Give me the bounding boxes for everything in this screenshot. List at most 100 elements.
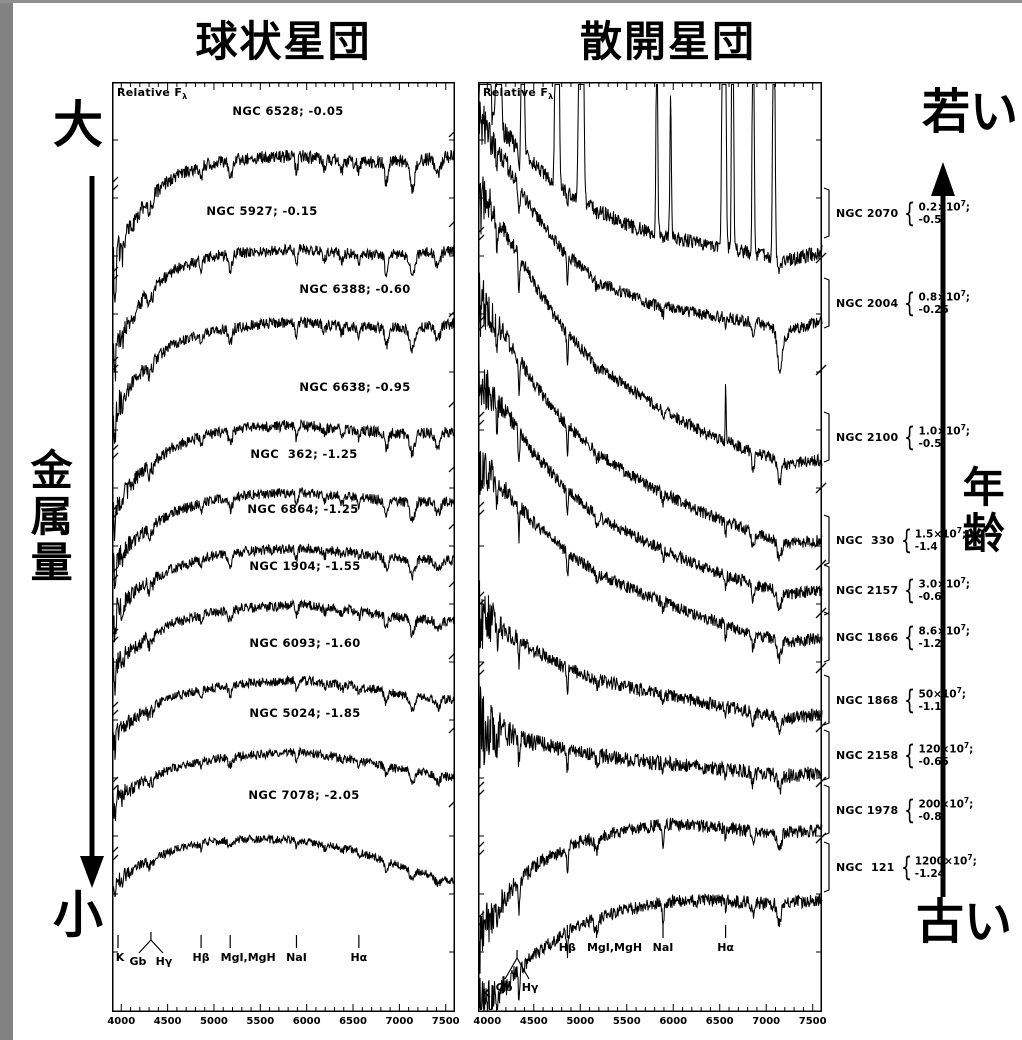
spectrum-curve-ngc-5024	[112, 746, 455, 821]
metallicity-axis-label: 金属量	[24, 448, 74, 586]
spectrum-label: NGC 6638; -0.95	[299, 380, 411, 394]
spectrum-curve-ngc-2157	[478, 346, 823, 611]
x-axis-tick-label: 4000	[107, 1016, 136, 1027]
spectra-plot	[478, 82, 830, 1012]
spectrum-curve-ngc-2004	[478, 88, 823, 374]
spectrum-label: NGC 6864; -1.25	[247, 502, 359, 516]
title-open-clusters: 散開星団	[579, 17, 756, 66]
x-axis-tick-label: 6000	[659, 1016, 688, 1027]
line-marker-label: Hβ	[192, 951, 210, 964]
x-axis-tick-label: 5500	[246, 1016, 275, 1027]
flux-axis-label: Relative Fλ	[483, 86, 554, 101]
spectrum-extent-bracket	[823, 411, 830, 463]
x-axis-tick-label: 4500	[519, 1016, 548, 1027]
x-axis-tick-label: 4000	[473, 1016, 502, 1027]
brace-icon: {	[904, 684, 916, 716]
spectrum-extent-bracket	[823, 674, 830, 726]
title-globular-clusters: 球状星団	[195, 17, 372, 66]
x-axis-tick-label: 5000	[566, 1016, 595, 1027]
spectrum-curve-ngc-6388	[112, 316, 455, 444]
line-marker-label: Hγ	[521, 981, 539, 994]
spectrum-curve-ngc-6638	[112, 419, 455, 541]
x-axis-tick-label: 7500	[798, 1016, 827, 1027]
x-axis-tick-label: 6500	[339, 1016, 367, 1027]
brace-icon: {	[904, 421, 916, 453]
line-marker-ticks	[117, 932, 360, 954]
spectrum-label: NGC 6093; -1.60	[249, 636, 361, 650]
cluster-age-label: NGC 1866{8.6×107; -1.2	[836, 621, 970, 653]
spectrum-label: NGC 362; -1.25	[250, 447, 358, 461]
cluster-age-label: NGC 330{1.5×107; -1.4	[836, 524, 967, 556]
spectrum-label: NGC 7078; -2.05	[248, 788, 360, 802]
metallicity-arrow-down-icon	[80, 176, 104, 888]
spectrum-curve-ngc-1866	[478, 450, 823, 664]
spectrum-curve-ngc-1978	[478, 817, 823, 974]
age-old-label: 古い	[916, 894, 1013, 950]
brace-icon: {	[900, 524, 912, 556]
brace-icon: {	[904, 794, 916, 826]
line-marker-label: NaI	[286, 951, 307, 964]
plot-border	[478, 82, 822, 1012]
spectrum-extent-bracket	[823, 841, 830, 893]
x-axis-tick-label: 5000	[200, 1016, 228, 1027]
top-gray-line	[0, 0, 1022, 3]
brace-icon: {	[904, 621, 916, 653]
cluster-age-label: NGC 121{1200×107; -1.24	[836, 851, 977, 883]
open-spectra-panel: Relative Fλ NGC 2070{0.2×107; -0.5 NGC 2004…	[473, 82, 977, 1027]
spectrum-curve-ngc-6528	[112, 149, 455, 303]
age-axis-label: 年齢	[956, 465, 1006, 557]
brace-icon: {	[904, 739, 916, 771]
x-axis-tick-label: 7000	[752, 1016, 781, 1027]
spectrum-curve-ngc-2158	[478, 676, 823, 795]
line-marker-label: NaI	[652, 941, 674, 954]
cluster-age-label: NGC 2070{0.2×107; -0.5	[836, 197, 970, 229]
spectrum-extent-bracket	[823, 514, 830, 566]
x-axis-tick-label: 7500	[431, 1016, 460, 1027]
brace-icon: {	[904, 197, 916, 229]
flux-axis-label: Relative Fλ	[117, 86, 188, 101]
spectrum-label: NGC 6528; -0.05	[232, 104, 344, 118]
brace-icon: {	[904, 287, 916, 319]
x-axis-tick-label: 6000	[292, 1016, 321, 1027]
x-axis-tick-label: 6500	[705, 1016, 734, 1027]
spectrum-label: NGC 5927; -0.15	[206, 204, 318, 218]
spectrum-curve-ngc-362	[112, 487, 455, 590]
brace-icon: {	[904, 574, 916, 606]
spectrum-label: NGC 5024; -1.85	[249, 706, 361, 720]
line-marker-label: Gb	[495, 981, 513, 994]
cluster-age-label: NGC 1978{200×107; -0.8	[836, 794, 974, 826]
line-marker-label: Hα	[717, 941, 734, 954]
spectrum-extent-bracket	[823, 187, 830, 239]
cluster-age-label: NGC 2158{120×107; -0.65	[836, 739, 974, 771]
line-marker-ticks	[483, 925, 727, 1011]
spectrum-extent-bracket	[823, 277, 830, 329]
line-marker-label: Hα	[350, 951, 368, 964]
cluster-age-label: NGC 1868{50×107; -1.1	[836, 684, 966, 716]
spectrum-label: NGC 1904; -1.55	[249, 559, 361, 573]
spectrum-curve-ngc-5927	[112, 243, 455, 382]
spectrum-curve-ngc-121	[478, 893, 823, 1012]
spectrum-extent-bracket	[823, 564, 830, 616]
line-marker-label: Gb	[129, 955, 147, 968]
cluster-age-label: NGC 2004{0.8×107; -0.25	[836, 287, 970, 319]
age-young-label: 若い	[922, 84, 1019, 140]
x-axis-tick-label: 7000	[385, 1016, 414, 1027]
spectrum-curve-ngc-2070	[478, 83, 823, 274]
globular-spectra-panel: Relative Fλ NGC 6528; -0.05 NGC 5927; -0.1…	[107, 82, 460, 1027]
spectrum-curve-ngc-6864	[112, 543, 455, 643]
spectrum-curve-ngc-1904	[112, 598, 455, 696]
cluster-age-label: NGC 2100{1.0×107; -0.5	[836, 421, 970, 453]
spectrum-curve-ngc-2100	[478, 158, 823, 486]
line-marker-label: K	[481, 987, 491, 1000]
metallicity-high-label: 大	[53, 96, 103, 154]
spectrum-curve-ngc-1868	[478, 580, 823, 735]
left-gray-bar	[0, 0, 13, 1040]
spectrum-curve-ngc-330	[478, 272, 823, 562]
plot-border	[112, 82, 455, 1012]
spectrum-extent-bracket	[823, 784, 830, 836]
line-marker-label: Hβ	[558, 941, 576, 954]
spectrum-label: NGC 6388; -0.60	[299, 282, 411, 296]
spectrum-extent-bracket	[823, 729, 830, 781]
line-marker-label: K	[115, 951, 125, 964]
